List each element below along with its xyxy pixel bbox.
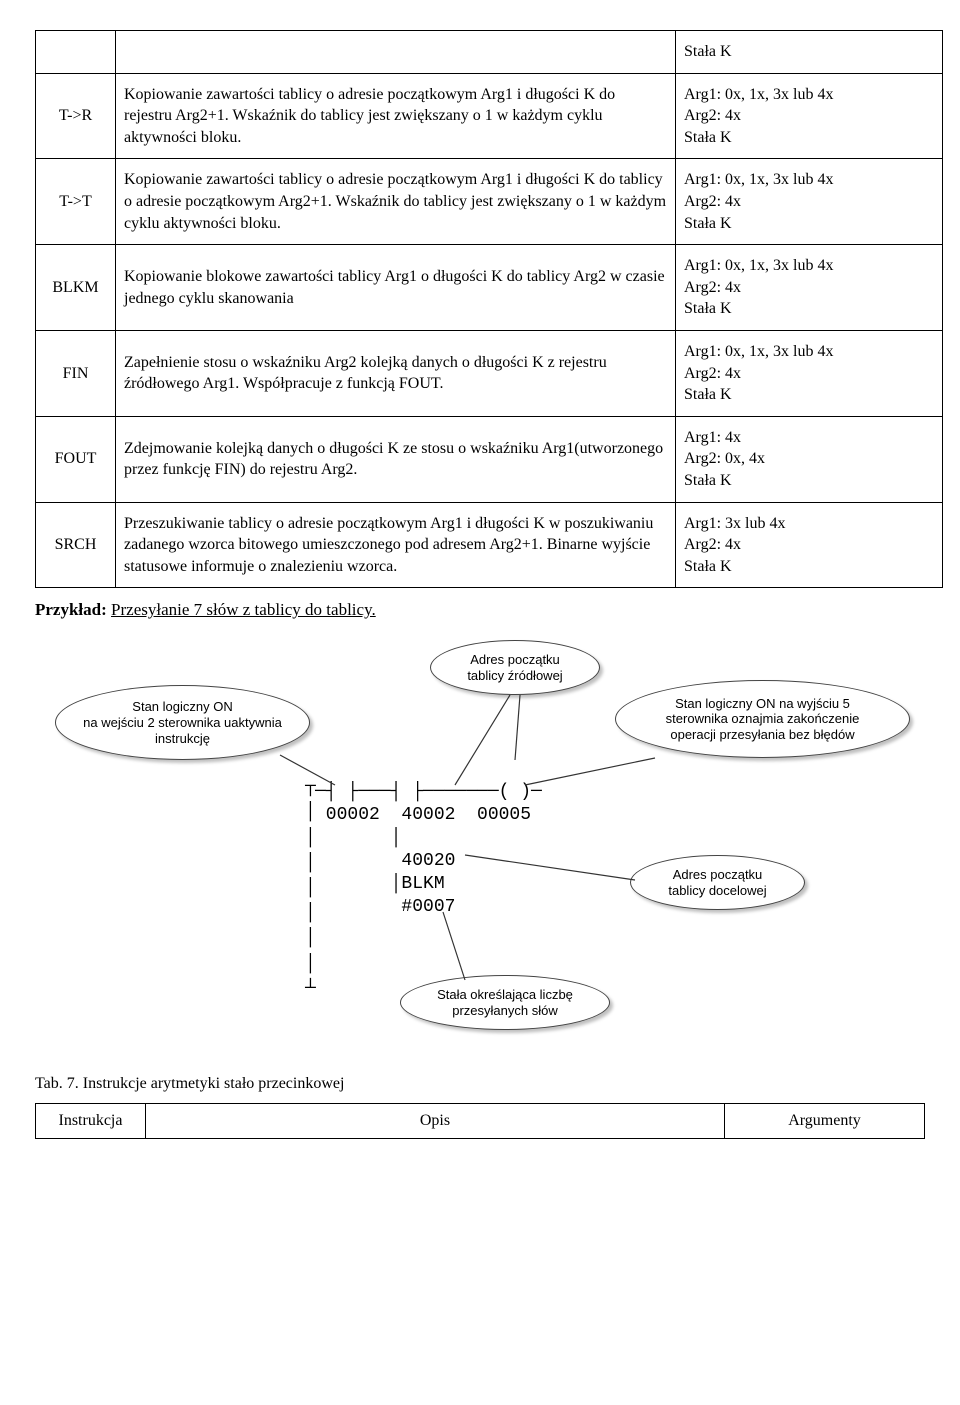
footer-table: Instrukcja Opis Argumenty (35, 1103, 925, 1139)
cell-code: FIN (36, 330, 116, 416)
footer-col-desc: Opis (146, 1104, 725, 1139)
cell-args: Arg1: 3x lub 4x Arg2: 4x Stała K (676, 502, 943, 588)
ladder-line3: │ (315, 826, 401, 851)
table-row: Instrukcja Opis Argumenty (36, 1104, 925, 1139)
table-row: BLKMKopiowanie blokowe zawartości tablic… (36, 245, 943, 331)
bubble-input-on: Stan logiczny ON na wejściu 2 sterownika… (55, 685, 310, 760)
bubble-source-addr: Adres początku tablicy źródłowej (430, 640, 600, 695)
table-row: T->RKopiowanie zawartości tablicy o adre… (36, 73, 943, 159)
cell-desc: Przeszukiwanie tablicy o adresie początk… (116, 502, 676, 588)
cell-args: Arg1: 0x, 1x, 3x lub 4x Arg2: 4x Stała K (676, 245, 943, 331)
table-row: FOUTZdejmowanie kolejką danych o długośc… (36, 416, 943, 502)
instruction-table: Stała KT->RKopiowanie zawartości tablicy… (35, 30, 943, 588)
cell-code: SRCH (36, 502, 116, 588)
cell-args: Arg1: 0x, 1x, 3x lub 4x Arg2: 4x Stała K (676, 159, 943, 245)
table-row: FINZapełnienie stosu o wskaźniku Arg2 ko… (36, 330, 943, 416)
cell-code: BLKM (36, 245, 116, 331)
cell-desc (116, 31, 676, 74)
cell-desc: Kopiowanie blokowe zawartości tablicy Ar… (116, 245, 676, 331)
ladder-line1: ─┤ ├───┤ ├───────( )─ (315, 780, 542, 805)
example-heading: Przykład: Przesyłanie 7 słów z tablicy d… (35, 600, 925, 620)
ladder-line6: #0007 (315, 895, 455, 920)
bubble-const-k: Stała określająca liczbę przesyłanych sł… (400, 975, 610, 1030)
bubble-dest-addr: Adres początku tablicy docelowej (630, 855, 805, 910)
cell-code: T->R (36, 73, 116, 159)
cell-args: Arg1: 0x, 1x, 3x lub 4x Arg2: 4x Stała K (676, 73, 943, 159)
ladder-line2: 00002 40002 00005 (315, 803, 531, 828)
cell-args: Arg1: 4x Arg2: 0x, 4x Stała K (676, 416, 943, 502)
footer-col-instruction: Instrukcja (36, 1104, 146, 1139)
cell-desc: Kopiowanie zawartości tablicy o adresie … (116, 73, 676, 159)
bubble-output-on: Stan logiczny ON na wyjściu 5 sterownika… (615, 680, 910, 758)
example-diagram: Stan logiczny ON na wejściu 2 sterownika… (35, 630, 925, 1050)
table-caption: Tab. 7. Instrukcje arytmetyki stało prze… (35, 1075, 925, 1093)
example-label: Przykład: (35, 600, 107, 619)
ladder-line4: 40020 (315, 849, 455, 874)
ladder-line5: │BLKM (315, 872, 445, 897)
cell-code: FOUT (36, 416, 116, 502)
table-row: T->TKopiowanie zawartości tablicy o adre… (36, 159, 943, 245)
table-row: Stała K (36, 31, 943, 74)
cell-desc: Zdejmowanie kolejką danych o długości K … (116, 416, 676, 502)
cell-args: Stała K (676, 31, 943, 74)
cell-args: Arg1: 0x, 1x, 3x lub 4x Arg2: 4x Stała K (676, 330, 943, 416)
cell-desc: Zapełnienie stosu o wskaźniku Arg2 kolej… (116, 330, 676, 416)
table-row: SRCHPrzeszukiwanie tablicy o adresie poc… (36, 502, 943, 588)
cell-code: T->T (36, 159, 116, 245)
cell-code (36, 31, 116, 74)
example-title: Przesyłanie 7 słów z tablicy do tablicy. (111, 600, 376, 619)
footer-col-args: Argumenty (725, 1104, 925, 1139)
cell-desc: Kopiowanie zawartości tablicy o adresie … (116, 159, 676, 245)
